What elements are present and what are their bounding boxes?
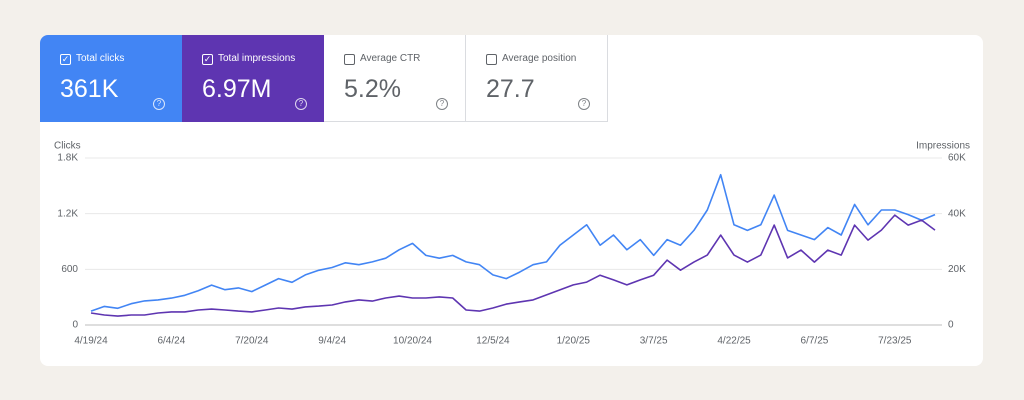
x-tick-label: 1/20/25 <box>557 336 591 347</box>
y-tick-label: 1.2K <box>57 208 78 219</box>
y2-tick-label: 20K <box>948 264 966 275</box>
series-line <box>90 173 936 312</box>
metric-card[interactable]: ✓ Total impressions 6.97M? <box>182 35 324 122</box>
x-tick-label: 6/4/24 <box>157 336 185 347</box>
x-tick-label: 7/20/24 <box>235 336 269 347</box>
series-line <box>90 214 936 317</box>
x-tick-label: 4/19/24 <box>74 336 108 347</box>
performance-panel: ✓ Total clicks 361K? ✓ Total impressions 6.97… <box>40 35 983 366</box>
metric-label: Average position <box>502 53 577 64</box>
y2-tick-label: 0 <box>948 320 954 331</box>
x-tick-label: 7/23/25 <box>878 336 912 347</box>
help-icon[interactable]: ? <box>436 98 448 110</box>
metric-label: Total impressions <box>218 53 296 64</box>
chart: Clicks Impressions 0 600 1.2K 1.8K 0 20K 40K 60… <box>54 141 970 347</box>
y-axis-label: Clicks <box>54 141 81 152</box>
x-tick-label: 10/20/24 <box>393 336 432 347</box>
metric-cards: ✓ Total clicks 361K? ✓ Total impressions 6.97… <box>40 35 608 122</box>
x-tick-label: 9/4/24 <box>318 336 346 347</box>
metric-card[interactable]: ✓ Total clicks 361K? <box>40 35 182 122</box>
metric-value: 27.7 <box>486 75 535 103</box>
checkbox[interactable]: ✓ <box>202 54 213 65</box>
y2-axis-label: Impressions <box>916 141 970 152</box>
metric-value: 5.2% <box>344 75 401 103</box>
x-tick-label: 4/22/25 <box>717 336 751 347</box>
metric-label: Total clicks <box>76 53 125 64</box>
metric-card[interactable]: Average position 27.7? <box>466 35 608 122</box>
y-tick-label: 0 <box>72 320 78 331</box>
x-tick-label: 12/5/24 <box>476 336 510 347</box>
y2-tick-label: 40K <box>948 208 966 219</box>
y2-tick-label: 60K <box>948 153 966 164</box>
metric-label: Average CTR <box>360 53 421 64</box>
x-tick-label: 3/7/25 <box>640 336 668 347</box>
metric-card[interactable]: Average CTR 5.2%? <box>324 35 466 122</box>
checkbox[interactable] <box>486 54 497 65</box>
metric-value: 6.97M <box>202 75 272 103</box>
help-icon[interactable]: ? <box>153 98 165 110</box>
help-icon[interactable]: ? <box>295 98 307 110</box>
x-tick-label: 6/7/25 <box>801 336 829 347</box>
checkbox[interactable] <box>344 54 355 65</box>
checkbox[interactable]: ✓ <box>60 54 71 65</box>
metric-value: 361K <box>60 75 119 103</box>
y-tick-label: 600 <box>61 264 78 275</box>
y-tick-label: 1.8K <box>57 153 78 164</box>
help-icon[interactable]: ? <box>578 98 590 110</box>
